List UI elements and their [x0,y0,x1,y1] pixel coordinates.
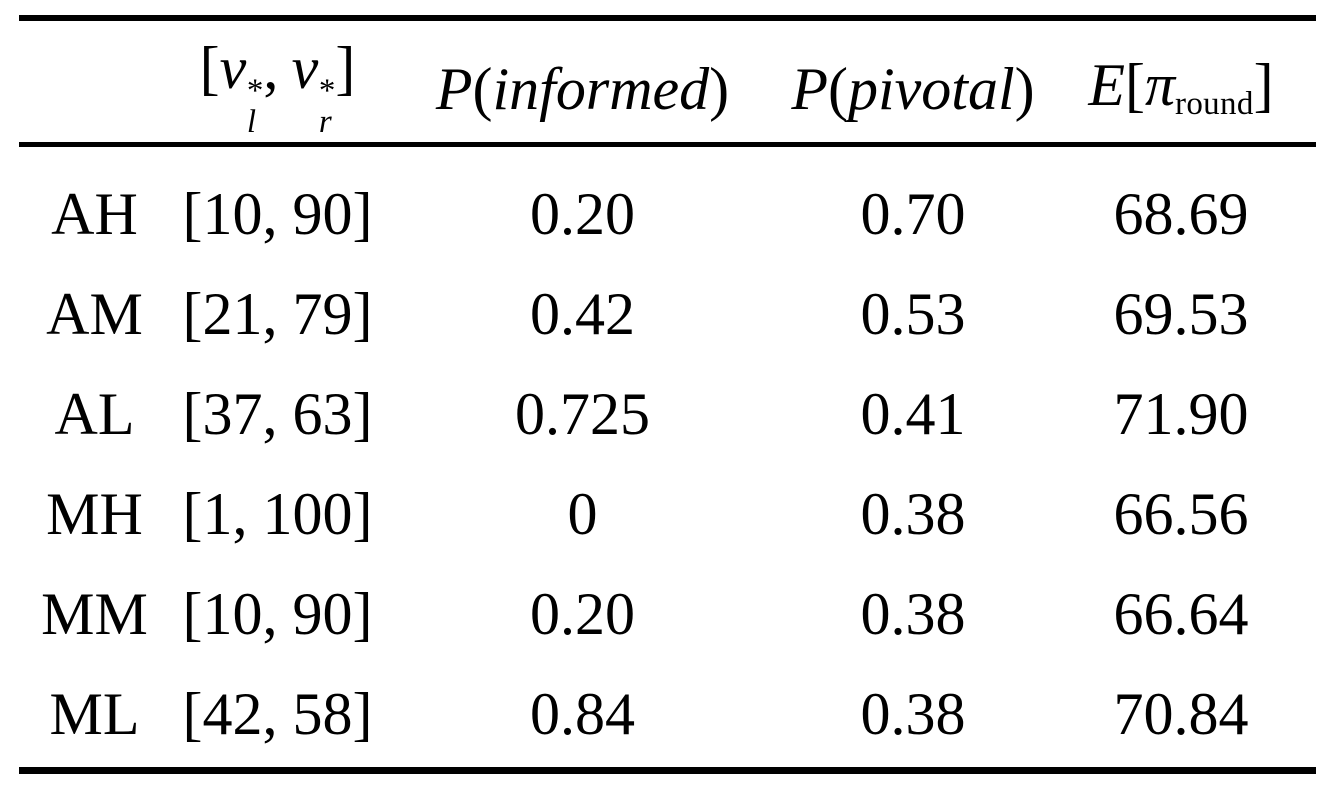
row-label: ML [49,681,140,747]
supsub-right: * r [318,72,336,141]
cell-p-pivotal: 0.38 [860,581,966,647]
column-header-p-informed: P(informed) [385,59,780,119]
func-e: E [1088,52,1125,119]
sub-l: l [246,104,257,141]
results-table: [v * l, v * r] P(informed) P(pivotal) E[πroun… [19,15,1316,774]
cell-p-informed: 0.20 [530,181,635,247]
cell-expected-payoff: 71.90 [1113,381,1249,447]
row-label: AM [46,281,143,347]
row-label: MH [46,481,143,547]
cell-p-pivotal: 0.70 [860,181,966,247]
table-header-row: [v * l, v * r] P(informed) P(pivotal) E[πroun… [19,21,1316,142]
cell-p-informed: 0 [567,481,598,547]
paren-open: ( [828,55,848,122]
bracket-close: ] [335,35,356,102]
column-header-p-pivotal: P(pivotal) [780,59,1046,119]
cell-p-informed: 0.42 [530,281,635,347]
cell-p-pivotal: 0.38 [860,481,966,547]
supsub-left: * l [246,72,264,141]
paren-close: ) [709,55,730,122]
bracket-open: [ [1124,52,1145,119]
column-header-interval: [v * l, v * r] [170,35,385,141]
paren-open: ( [472,55,493,122]
table-row: MM [10, 90] 0.20 0.38 66.64 [19,564,1316,664]
table-row: AH [10, 90] 0.20 0.70 68.69 [19,164,1316,264]
cell-expected-payoff: 68.69 [1113,181,1249,247]
comma: , [263,35,279,102]
row-label: AH [51,181,138,247]
cell-interval: [10, 90] [182,181,373,247]
pi-symbol: π [1144,52,1176,119]
column-header-expected-payoff: E[πround] [1046,55,1316,121]
table-row: AL [37, 63] 0.725 0.41 71.90 [19,364,1316,464]
paren-close: ) [1014,55,1035,122]
cell-interval: [21, 79] [182,281,373,347]
arg-pivotal: pivotal [848,55,1015,122]
cell-interval: [1, 100] [182,481,373,547]
cell-p-informed: 0.725 [515,381,650,447]
var-v-right: v [291,35,319,102]
cell-interval: [42, 58] [182,681,373,747]
cell-expected-payoff: 66.64 [1113,581,1249,647]
table-row: AM [21, 79] 0.42 0.53 69.53 [19,264,1316,364]
bracket-close: ] [1253,52,1274,119]
row-label: MM [41,581,148,647]
cell-expected-payoff: 70.84 [1113,681,1249,747]
cell-p-informed: 0.20 [530,581,635,647]
sub-round: round [1175,86,1254,123]
arg-informed: informed [492,55,710,122]
cell-p-pivotal: 0.38 [860,681,966,747]
var-v-left: v [219,35,247,102]
row-label: AL [54,381,135,447]
func-p: P [791,55,829,122]
func-p: P [435,55,473,122]
cell-expected-payoff: 66.56 [1113,481,1249,547]
cell-interval: [37, 63] [182,381,373,447]
cell-expected-payoff: 69.53 [1113,281,1249,347]
table-body: AH [10, 90] 0.20 0.70 68.69 AM [21, 79] … [19,147,1316,767]
table-row: MH [1, 100] 0 0.38 66.56 [19,464,1316,564]
table-row: ML [42, 58] 0.84 0.38 70.84 [19,664,1316,764]
cell-p-pivotal: 0.53 [860,281,966,347]
bracket-open: [ [199,35,220,102]
mid-rule [19,142,1316,147]
cell-p-pivotal: 0.41 [860,381,966,447]
star-left: * [246,72,264,109]
star-right: * [318,72,336,109]
cell-p-informed: 0.84 [530,681,635,747]
sub-r: r [318,104,332,141]
cell-interval: [10, 90] [182,581,373,647]
